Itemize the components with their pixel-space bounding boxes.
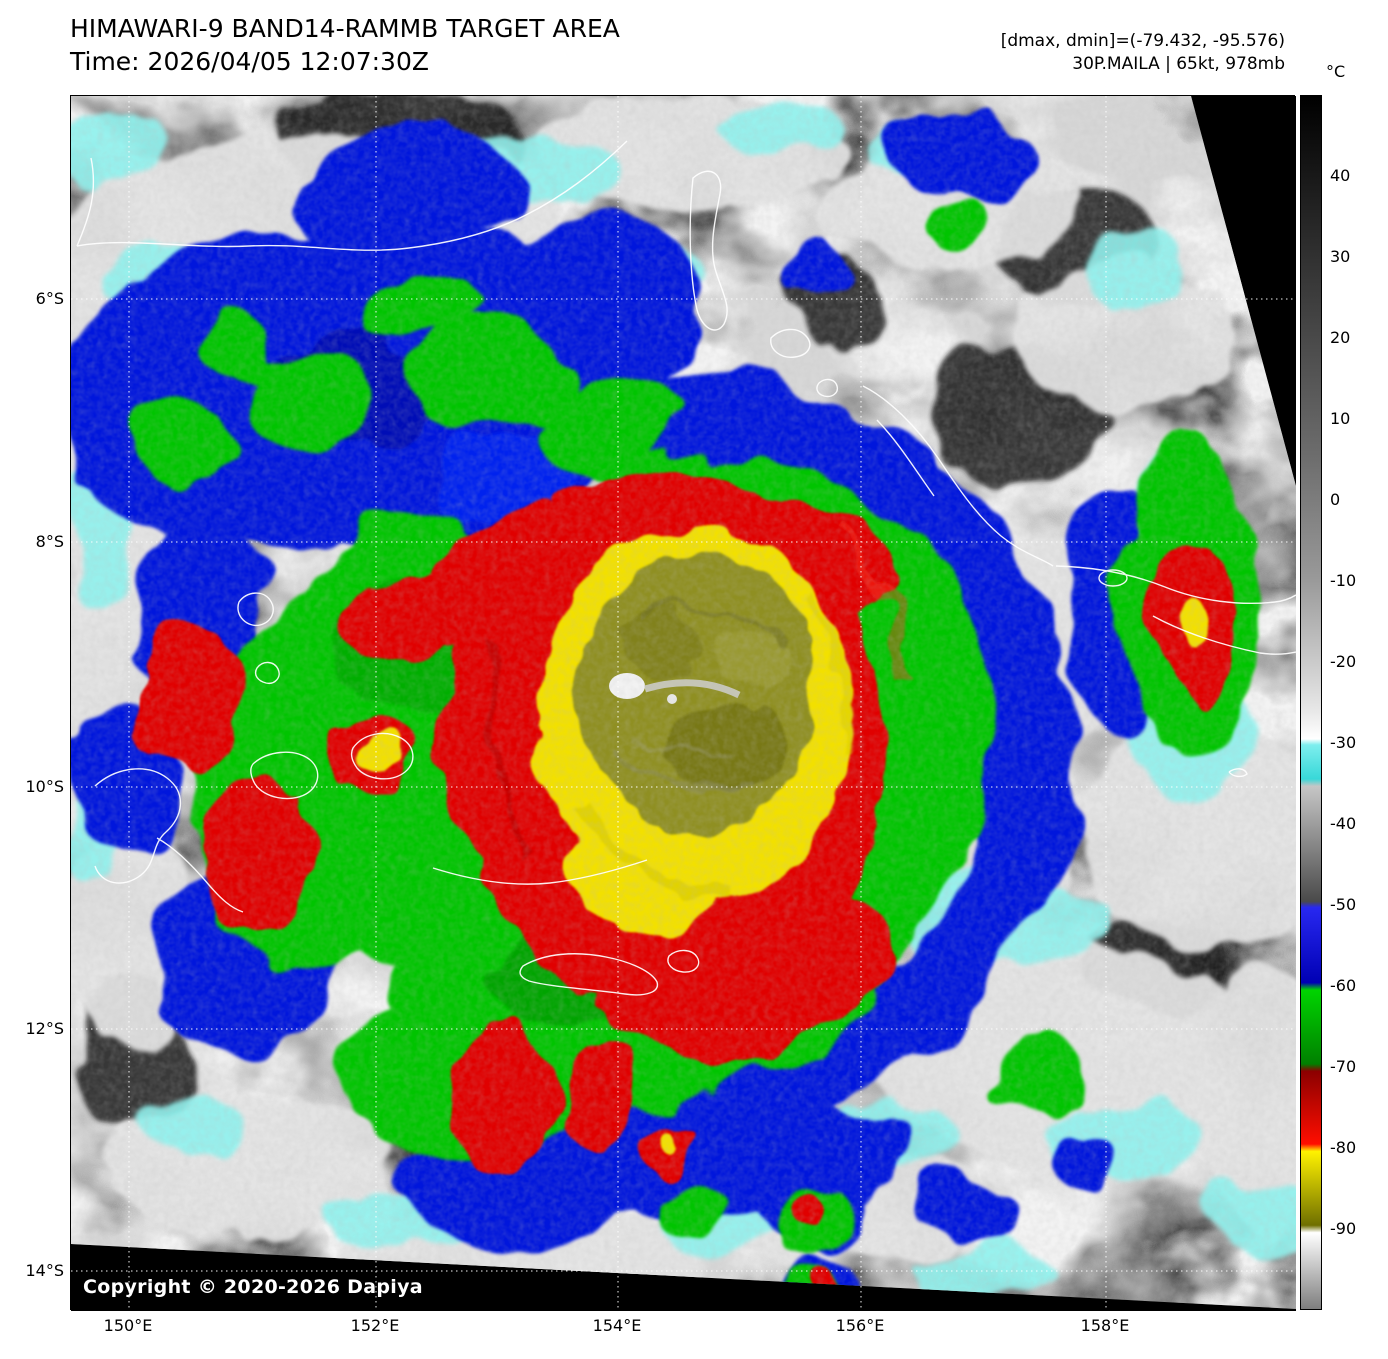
coastlines (76, 140, 1296, 996)
lon-label-156e: 156°E (835, 1316, 885, 1335)
lat-label-10s: 10°S (25, 777, 64, 796)
product-time: Time: 2026/04/05 12:07:30Z (70, 47, 429, 76)
colorbar-tick-0: 0 (1330, 490, 1341, 509)
colorbar-tick-m10: -10 (1330, 571, 1357, 590)
data-swath (71, 96, 1296, 1309)
lon-label-150e: 150°E (103, 1316, 153, 1335)
copyright-label: Copyright © 2020-2026 Dapiya (83, 1276, 423, 1298)
satellite-map: Copyright © 2020-2026 Dapiya (70, 95, 1296, 1311)
colorbar-tick-m20: -20 (1330, 652, 1357, 671)
colorbar-tick-20: 20 (1330, 328, 1351, 347)
lat-label-12s: 12°S (25, 1019, 64, 1038)
lon-label-152e: 152°E (350, 1316, 400, 1335)
colorbar-tick-m50: -50 (1330, 895, 1357, 914)
lon-label-158e: 158°E (1080, 1316, 1130, 1335)
lon-label-154e: 154°E (592, 1316, 642, 1335)
colorbar-tick-40: 40 (1330, 166, 1351, 185)
lat-label-6s: 6°S (35, 289, 64, 308)
colorbar-tick-10: 10 (1330, 409, 1351, 428)
colorbar-tick-m80: -80 (1330, 1138, 1357, 1157)
header-left: HIMAWARI-9 BAND14-RAMMB TARGET AREA Time… (70, 12, 620, 78)
lat-label-14s: 14°S (25, 1261, 64, 1280)
lat-label-8s: 8°S (35, 532, 64, 551)
dmax-dmin-readout: [dmax, dmin]=(-79.432, -95.576) (1000, 31, 1285, 51)
temperature-colorbar (1300, 95, 1322, 1310)
storm-info: 30P.MAILA | 65kt, 978mb (1072, 54, 1285, 74)
colorbar-tick-m90: -90 (1330, 1219, 1357, 1238)
colorbar-tick-m30: -30 (1330, 733, 1357, 752)
product-title: HIMAWARI-9 BAND14-RAMMB TARGET AREA (70, 14, 620, 43)
colorbar-tick-30: 30 (1330, 247, 1351, 266)
colorbar-unit-label: °C (1326, 62, 1346, 81)
colorbar-tick-m70: -70 (1330, 1057, 1357, 1076)
colorbar-tick-m60: -60 (1330, 976, 1357, 995)
header-right: [dmax, dmin]=(-79.432, -95.576) 30P.MAIL… (1001, 30, 1285, 76)
colorbar-tick-m40: -40 (1330, 814, 1357, 833)
grid-lines (71, 96, 1296, 1311)
satellite-image (71, 96, 1296, 1311)
